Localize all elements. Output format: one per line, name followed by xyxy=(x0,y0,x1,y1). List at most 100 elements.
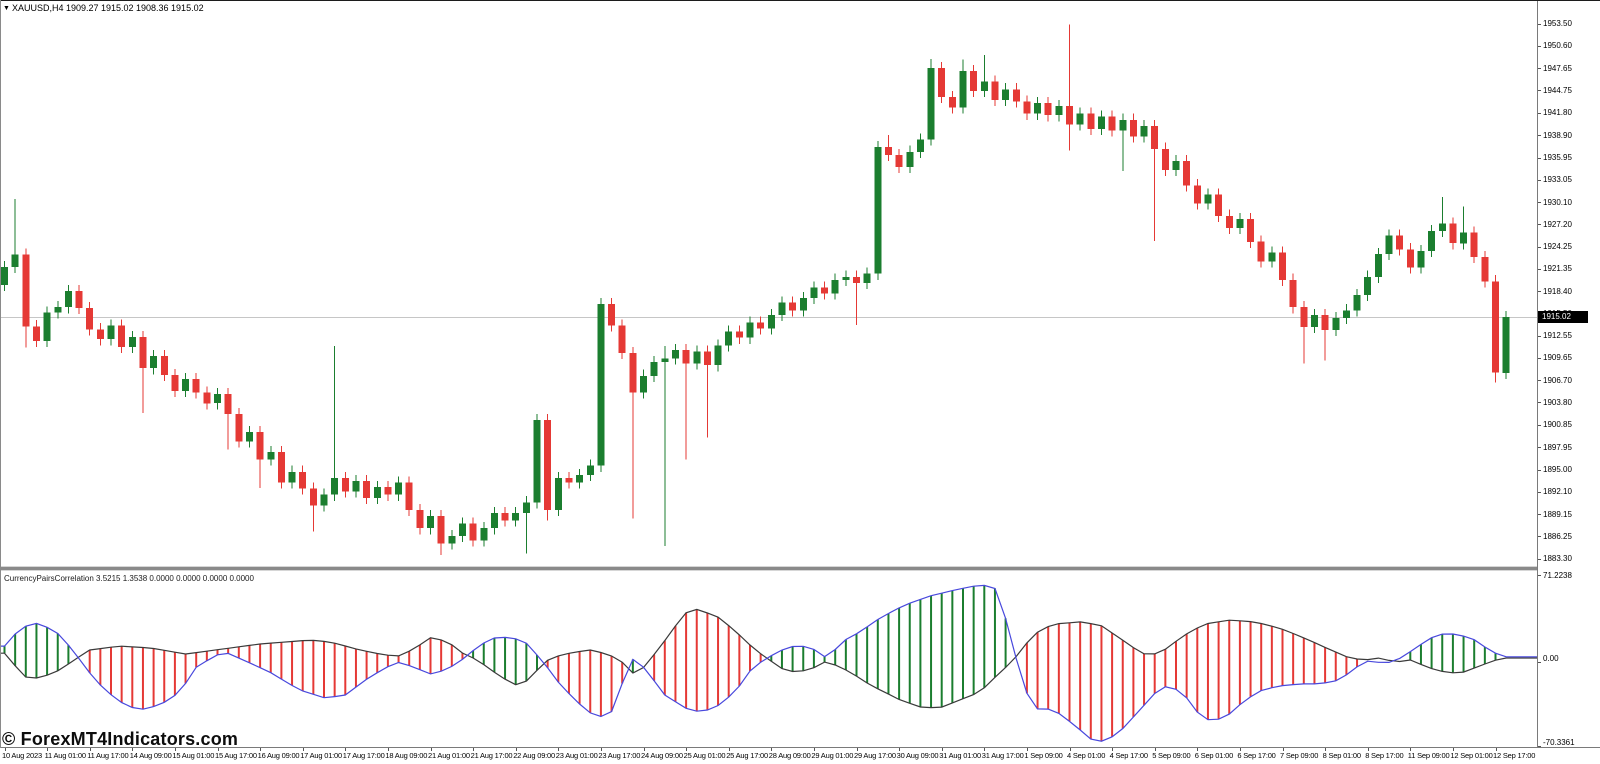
price-axis-label: 1918.40 xyxy=(1543,286,1572,296)
chart-left-border xyxy=(0,0,1,748)
price-axis-label: 1889.15 xyxy=(1543,509,1572,519)
indicator-scale-zero: 0.00 xyxy=(1543,654,1559,663)
time-axis-tick xyxy=(643,748,645,751)
price-axis-label: 1883.30 xyxy=(1543,554,1572,564)
time-axis-label: 23 Aug 17:00 xyxy=(598,751,641,760)
time-axis-label: 31 Aug 17:00 xyxy=(981,751,1024,760)
time-axis-tick xyxy=(89,748,91,751)
price-axis-tick xyxy=(1537,157,1541,159)
watermark: © ForexMT4Indicators.com xyxy=(2,729,239,749)
indicator-scale-tick xyxy=(1537,575,1541,576)
time-axis-tick xyxy=(430,748,432,751)
price-axis-tick xyxy=(1537,202,1541,204)
time-axis-label: 7 Sep 09:00 xyxy=(1280,751,1319,760)
price-axis-tick xyxy=(1537,357,1541,359)
time-axis-label: 8 Sep 01:00 xyxy=(1322,751,1361,760)
price-axis-tick xyxy=(1537,112,1541,114)
time-axis-tick xyxy=(1026,748,1028,751)
candlestick-canvas[interactable] xyxy=(0,0,1537,566)
price-axis-tick xyxy=(1537,45,1541,47)
indicator-scale-max: 71.2238 xyxy=(1543,571,1572,580)
time-axis-label: 4 Sep 01:00 xyxy=(1067,751,1106,760)
time-axis-label: 23 Aug 01:00 xyxy=(555,751,598,760)
time-axis-tick xyxy=(345,748,347,751)
price-axis-tick xyxy=(1537,268,1541,270)
time-axis-line xyxy=(0,747,1600,748)
pane-separator[interactable] xyxy=(0,566,1537,571)
price-axis-tick xyxy=(1537,291,1541,293)
time-axis-label: 25 Aug 17:00 xyxy=(726,751,768,760)
time-axis-label: 29 Aug 17:00 xyxy=(854,751,896,760)
time-axis-label: 28 Aug 09:00 xyxy=(768,751,811,760)
time-axis-tick xyxy=(1282,748,1284,751)
price-axis-tick xyxy=(1537,536,1541,538)
time-axis-label: 18 Aug 09:00 xyxy=(385,751,428,760)
time-axis-tick xyxy=(515,748,517,751)
time-axis-label: 17 Aug 01:00 xyxy=(300,751,342,760)
time-axis-tick xyxy=(558,748,560,751)
time-axis-tick xyxy=(899,748,901,751)
indicator-pane[interactable] xyxy=(0,571,1537,747)
time-axis-tick xyxy=(47,748,49,751)
time-axis-label: 14 Aug 09:00 xyxy=(129,751,172,760)
time-axis-label: 16 Aug 09:00 xyxy=(257,751,300,760)
time-axis-label: 29 Aug 01:00 xyxy=(811,751,854,760)
time-axis-tick xyxy=(1325,748,1327,751)
time-axis-tick xyxy=(686,748,688,751)
time-axis-label: 8 Sep 17:00 xyxy=(1365,751,1404,760)
time-axis-tick xyxy=(1112,748,1114,751)
time-axis-tick xyxy=(600,748,602,751)
time-axis-label: 21 Aug 17:00 xyxy=(470,751,513,760)
price-axis-label: 1927.20 xyxy=(1543,219,1572,229)
chart-top-border xyxy=(0,0,1600,1)
time-axis-tick xyxy=(387,748,389,751)
time-axis-tick xyxy=(1154,748,1156,751)
indicator-title: CurrencyPairsCorrelation 3.5215 1.3538 0… xyxy=(4,574,254,583)
price-axis-label: 1950.60 xyxy=(1543,41,1572,51)
current-price-box: 1915.02 xyxy=(1538,311,1588,323)
time-axis-tick xyxy=(1069,748,1071,751)
time-axis-tick xyxy=(302,748,304,751)
price-axis-tick xyxy=(1537,558,1541,560)
main-price-pane[interactable]: ▼ XAUUSD,H4 1909.27 1915.02 1908.36 1915.… xyxy=(0,0,1537,566)
time-axis-tick xyxy=(813,748,815,751)
price-axis-label: 1924.25 xyxy=(1543,242,1572,252)
time-axis-label: 31 Aug 01:00 xyxy=(939,751,981,760)
time-axis-tick xyxy=(856,748,858,751)
indicator-scale-min: -70.3361 xyxy=(1543,738,1575,747)
price-axis-label: 1895.00 xyxy=(1543,465,1572,475)
symbol-dropdown-icon[interactable]: ▼ xyxy=(3,5,10,12)
price-axis-label: 1912.55 xyxy=(1543,331,1572,341)
time-axis-label: 4 Sep 17:00 xyxy=(1109,751,1148,760)
price-axis-tick xyxy=(1537,23,1541,25)
price-axis-label: 1933.05 xyxy=(1543,175,1572,185)
time-axis-label: 24 Aug 09:00 xyxy=(641,751,683,760)
time-axis-tick xyxy=(1495,748,1497,751)
price-axis-label: 1921.35 xyxy=(1543,264,1572,274)
time-axis-label: 15 Aug 17:00 xyxy=(215,751,257,760)
price-axis-label: 1886.25 xyxy=(1543,531,1572,541)
time-axis-tick xyxy=(132,748,134,751)
time-axis-tick xyxy=(1452,748,1454,751)
time-axis-label: 17 Aug 17:00 xyxy=(342,751,385,760)
indicator-canvas[interactable] xyxy=(0,571,1537,747)
time-axis-label: 15 Aug 01:00 xyxy=(172,751,215,760)
time-axis-label: 5 Sep 09:00 xyxy=(1152,751,1191,760)
time-axis-tick xyxy=(1239,748,1241,751)
price-axis-tick xyxy=(1537,469,1541,471)
price-axis-tick xyxy=(1537,90,1541,92)
price-axis-label: 1938.90 xyxy=(1543,130,1572,140)
price-axis-label: 1930.10 xyxy=(1543,197,1572,207)
time-axis-label: 12 Sep 17:00 xyxy=(1493,751,1536,760)
time-axis-tick xyxy=(473,748,475,751)
price-axis-tick xyxy=(1537,491,1541,493)
price-axis-label: 1935.95 xyxy=(1543,153,1572,162)
price-axis-label: 1892.10 xyxy=(1543,487,1572,497)
time-axis-label: 10 Aug 2023 xyxy=(2,751,42,760)
time-axis-label: 25 Aug 01:00 xyxy=(683,751,726,760)
time-axis-label: 12 Sep 01:00 xyxy=(1450,751,1493,760)
time-axis-tick xyxy=(984,748,986,751)
indicator-scale-tick xyxy=(1537,662,1541,663)
time-axis-tick xyxy=(728,748,730,751)
